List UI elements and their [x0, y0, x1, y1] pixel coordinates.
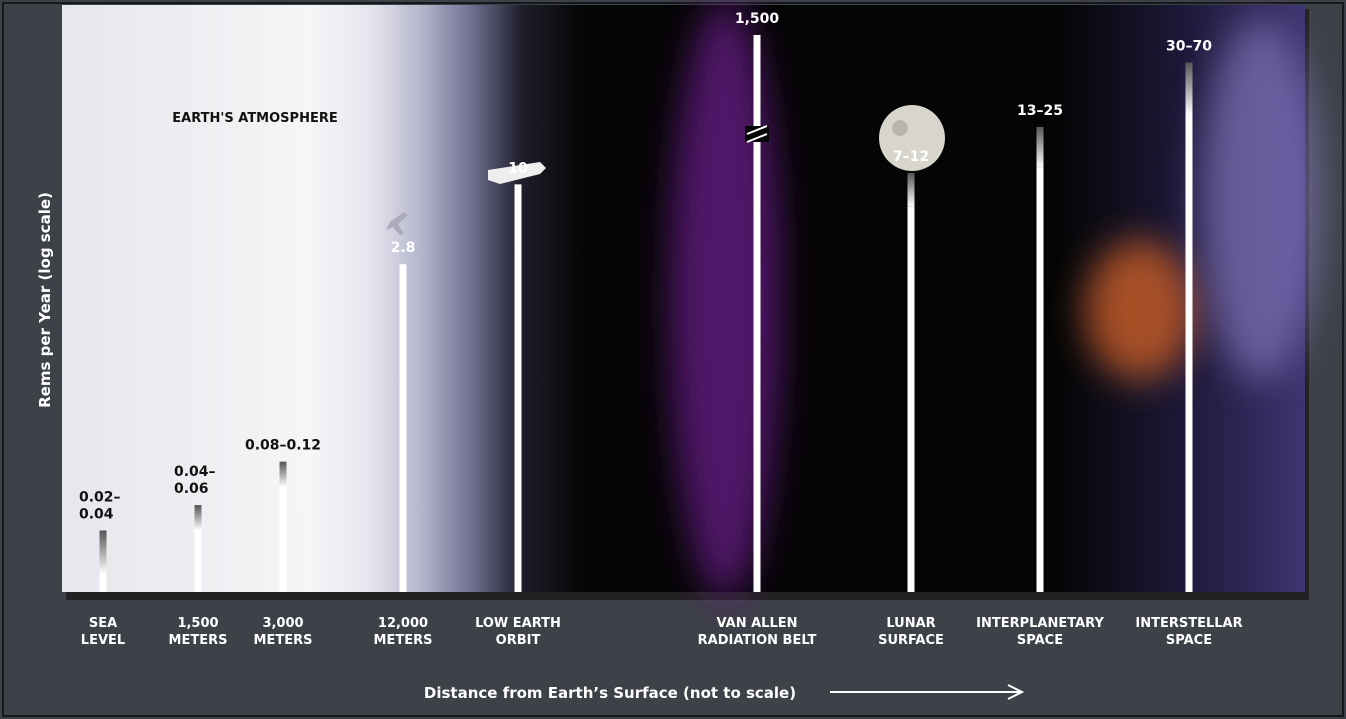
value-label: 10: [508, 160, 528, 176]
value-label: 7–12: [893, 149, 929, 165]
x-tick-label: VAN ALLEN RADIATION BELT: [698, 616, 817, 648]
shuttle-icon: [488, 162, 546, 184]
bar: [514, 184, 522, 592]
value-label: 0.08–0.12: [245, 438, 321, 454]
x-axis-arrow: [830, 684, 1025, 700]
y-axis-label: Rems per Year (log scale): [36, 192, 54, 408]
axis-break: [745, 126, 769, 142]
value-label: 30–70: [1166, 38, 1212, 54]
x-tick-label: INTERPLANETARY SPACE: [976, 616, 1104, 648]
value-label: 1,500: [735, 11, 780, 27]
value-label: 0.02– 0.04: [79, 490, 121, 523]
bar: [1036, 167, 1044, 593]
x-tick-label: LOW EARTH ORBIT: [475, 616, 561, 648]
bar-range: [279, 461, 287, 488]
bar: [1185, 115, 1193, 593]
nebula: [1085, 240, 1195, 380]
moon-crater: [892, 120, 908, 136]
value-label: 0.04– 0.06: [174, 464, 216, 497]
bar-range: [1185, 62, 1193, 116]
x-axis-label: Distance from Earth’s Surface (not to sc…: [424, 684, 796, 702]
bar-range: [99, 530, 107, 574]
bar: [399, 264, 407, 592]
x-tick-label: SEA LEVEL: [81, 616, 125, 648]
value-label: 13–25: [1017, 103, 1063, 119]
value-label: 2.8: [391, 240, 416, 256]
x-tick-label: LUNAR SURFACE: [878, 616, 944, 648]
atmosphere-annotation: EARTH'S ATMOSPHERE: [172, 111, 337, 126]
bar: [907, 206, 915, 593]
bar: [753, 35, 761, 592]
galaxy-glow: [1200, 20, 1320, 380]
axis-break-mark: [746, 125, 768, 143]
bar: [279, 487, 287, 592]
x-tick-label: 3,000 METERS: [254, 616, 313, 648]
bar: [99, 573, 107, 592]
radiation-belt-glow: [670, 0, 780, 600]
x-tick-label: 1,500 METERS: [169, 616, 228, 648]
plane-icon: [386, 212, 408, 235]
bar: [194, 530, 202, 592]
bar-range: [1036, 126, 1044, 168]
bar-range: [194, 505, 202, 531]
x-tick-label: INTERSTELLAR SPACE: [1135, 616, 1242, 648]
x-tick-label: 12,000 METERS: [374, 616, 433, 648]
bar-range: [907, 172, 915, 207]
